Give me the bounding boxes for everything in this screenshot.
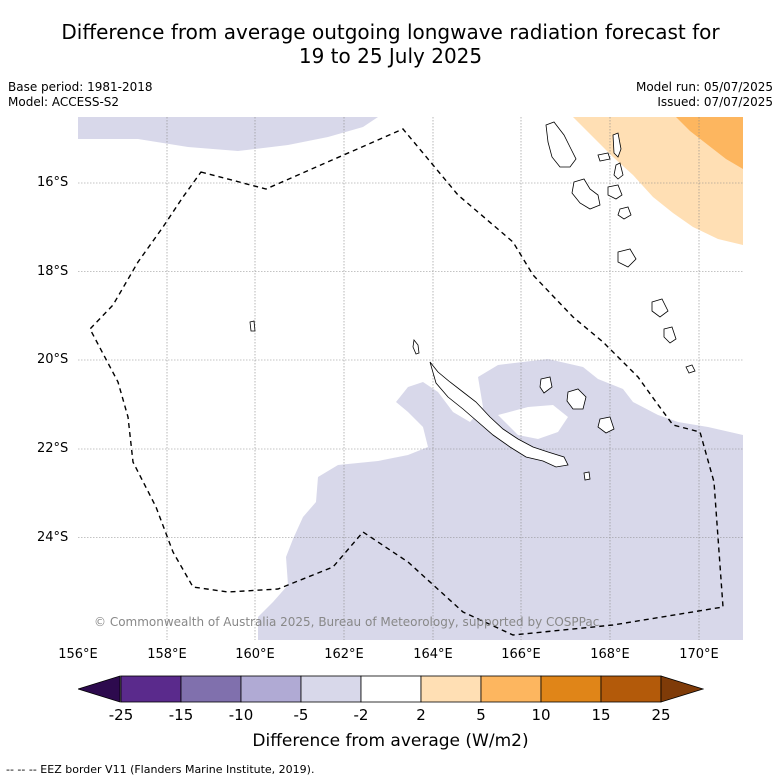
vanuatu-maewo [612, 132, 622, 158]
lon-tick-162e: 162°E [324, 647, 364, 662]
colorbar-box [300, 675, 362, 703]
issued-date: Issued: 07/07/2025 [657, 95, 773, 109]
colorbar [78, 675, 704, 703]
colorbar-box [600, 675, 662, 703]
lon-tick-160e: 160°E [235, 647, 275, 662]
map-panel: © Commonwealth of Australia 2025, Bureau… [78, 117, 743, 640]
meta-left: Base period: 1981-2018 Model: ACCESS-S2 [8, 80, 153, 110]
colorbar-label: Difference from average (W/m2) [252, 731, 529, 751]
lat-tick-24s: 24°S [37, 530, 69, 545]
colorbar-extend-low [78, 675, 121, 703]
cb-tick-5: 5 [476, 706, 486, 724]
cb-tick-2: 2 [416, 706, 426, 724]
loyalty-island-3 [597, 416, 615, 434]
lat-tick-16s: 16°S [37, 175, 69, 190]
anomaly-pos-ne-mid [676, 117, 743, 169]
vanuatu-malekula [571, 178, 601, 210]
colorbar-extend-high [660, 675, 704, 703]
anomaly-neg-south [258, 359, 743, 640]
lon-tick-168e: 168°E [590, 647, 630, 662]
model-name: Model: ACCESS-S2 [8, 95, 120, 109]
vanuatu-shepherd [617, 248, 637, 268]
loyalty-island-1 [539, 376, 553, 394]
belep-islands [412, 339, 420, 355]
cb-tick-m25: -25 [108, 706, 134, 724]
vanuatu-aneityum [685, 364, 696, 374]
lat-tick-22s: 22°S [37, 441, 69, 456]
rennell-island [249, 320, 256, 332]
vanuatu-epi [607, 184, 623, 200]
vanuatu-espiritu-santo [545, 121, 577, 168]
gridlines [78, 117, 743, 640]
new-caledonia-island [429, 361, 569, 468]
colorbar-box [120, 675, 182, 703]
lat-tick-18s: 18°S [37, 264, 69, 279]
cb-tick-m2: -2 [353, 706, 369, 724]
meta-right: Model run: 05/07/2025 Issued: 07/07/2025 [636, 80, 773, 110]
cb-tick-15: 15 [591, 706, 611, 724]
vanuatu-ambrym [597, 152, 611, 162]
lon-tick-158e: 158°E [147, 647, 187, 662]
cb-tick-m10: -10 [228, 706, 254, 724]
title-line-2: 19 to 25 July 2025 [298, 44, 483, 68]
colorbar-box [180, 675, 242, 703]
vanuatu-tanna [663, 326, 677, 344]
eez-border [89, 128, 724, 636]
colorbar-box [420, 675, 482, 703]
base-period: Base period: 1981-2018 [8, 80, 153, 94]
eez-footnote: -- -- -- EEZ border V11 (Flanders Marine… [6, 763, 315, 776]
model-run: Model run: 05/07/2025 [635, 80, 773, 94]
loyalty-island-4 [583, 471, 591, 481]
vanuatu-pentecost [613, 162, 624, 180]
title-line-1: Difference from average outgoing longwav… [61, 20, 720, 44]
colorbar-box [360, 675, 422, 703]
vanuatu-erromango [651, 298, 669, 318]
loyalty-island-2 [566, 388, 587, 410]
cb-tick-m5: -5 [293, 706, 309, 724]
lon-tick-166e: 166°E [501, 647, 541, 662]
copyright-text: © Commonwealth of Australia 2025, Bureau… [94, 615, 599, 629]
colorbar-box [480, 675, 542, 703]
cb-tick-10: 10 [531, 706, 551, 724]
cb-tick-m15: -15 [168, 706, 194, 724]
cb-tick-25: 25 [651, 706, 671, 724]
vanuatu-efate [617, 206, 632, 220]
chart-title: Difference from average outgoing longwav… [0, 20, 781, 68]
anomaly-neg-nw [78, 117, 378, 151]
colorbar-box [540, 675, 602, 703]
lat-tick-20s: 20°S [37, 352, 69, 367]
anomaly-neg-hole [498, 405, 568, 439]
colorbar-boxes [120, 675, 662, 703]
coastlines [249, 121, 696, 481]
lon-tick-170e: 170°E [679, 647, 719, 662]
colorbar-box [240, 675, 302, 703]
lon-tick-156e: 156°E [58, 647, 98, 662]
lon-tick-164e: 164°E [413, 647, 453, 662]
